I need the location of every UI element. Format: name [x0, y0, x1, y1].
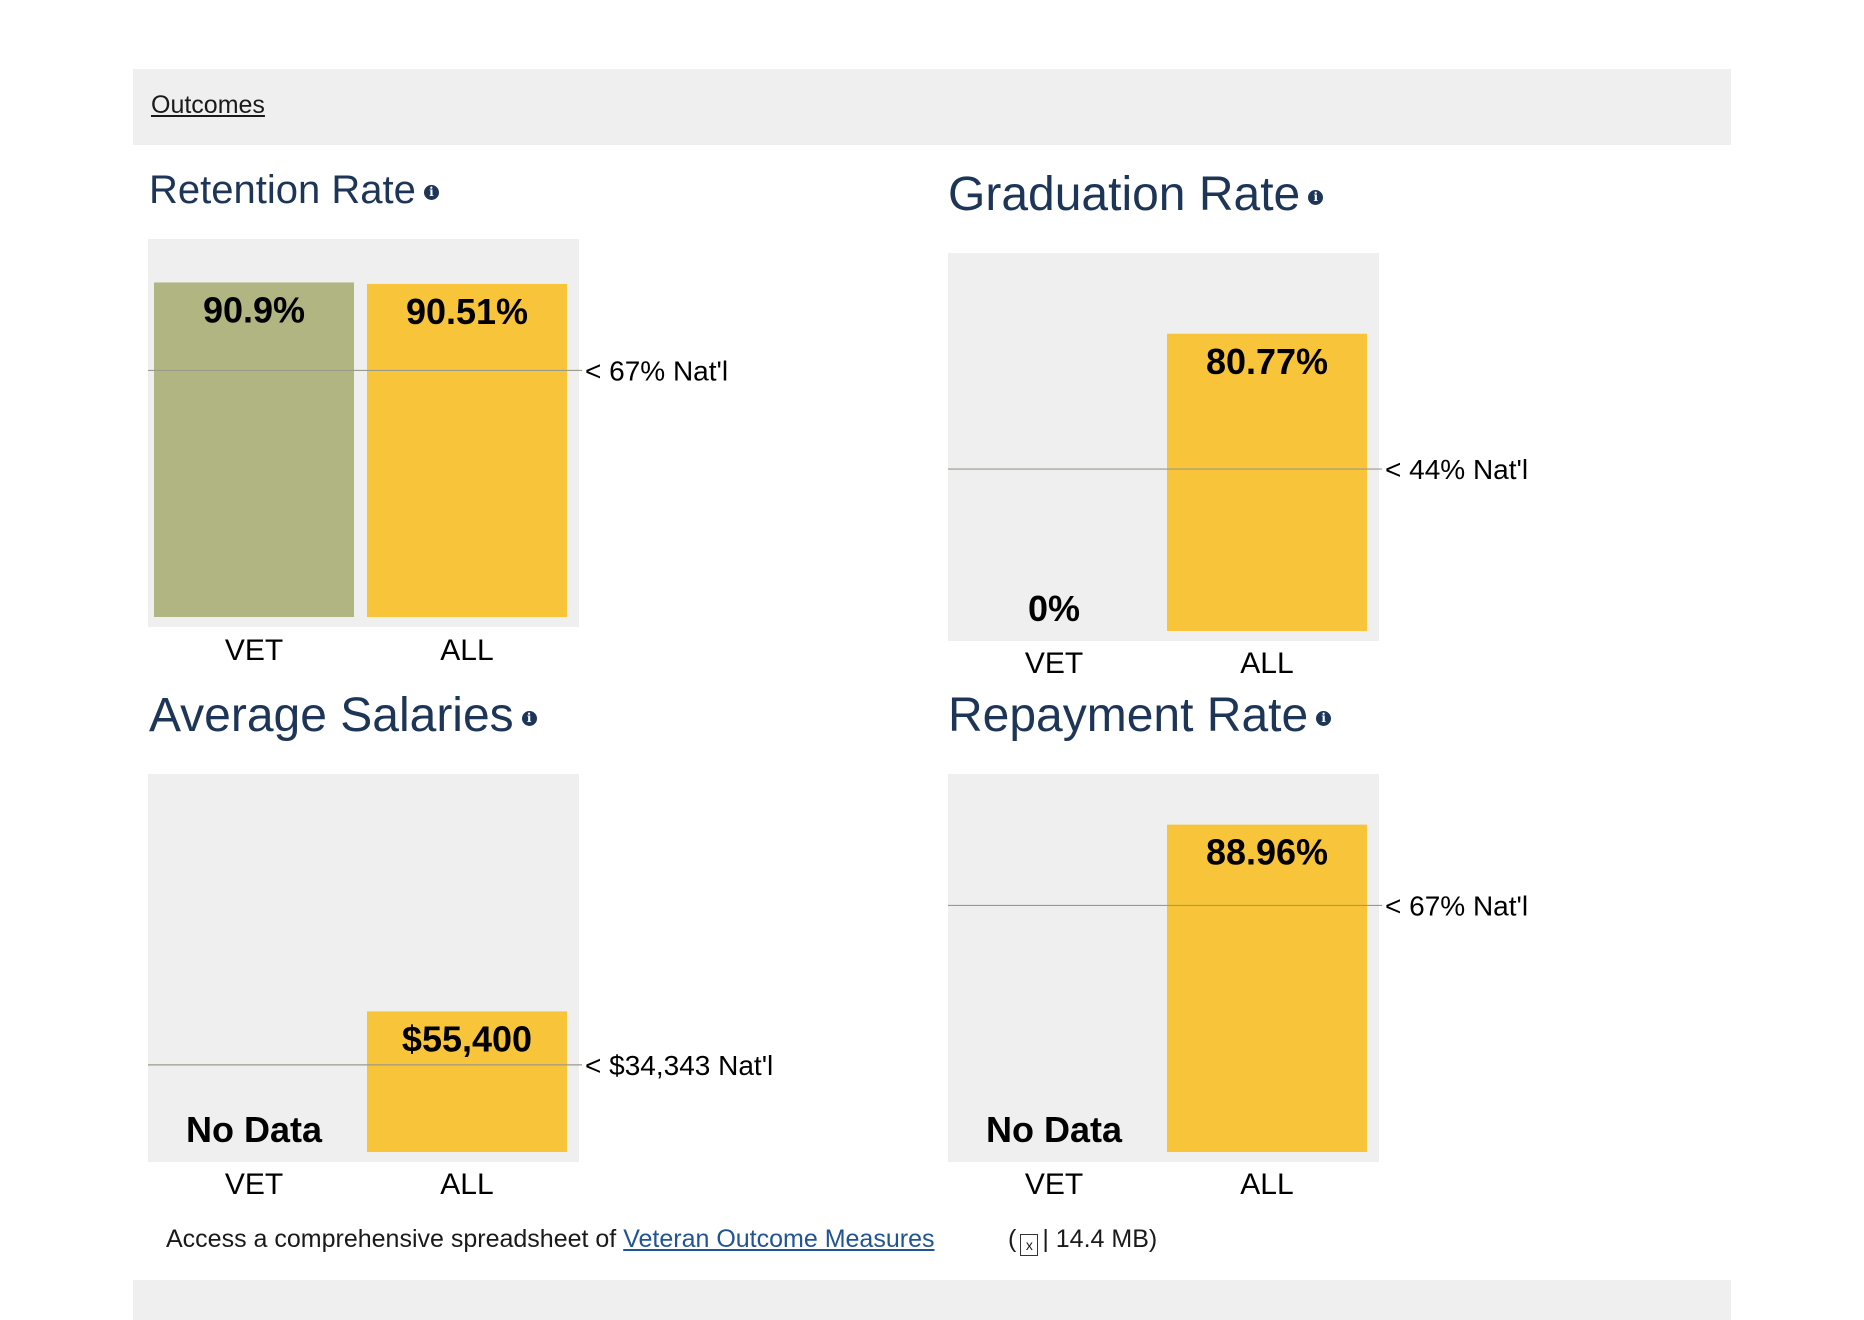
- data-label: 80.77%: [1206, 341, 1328, 382]
- outcomes-header: Outcomes: [133, 69, 1731, 145]
- data-label: 0%: [1028, 588, 1080, 629]
- chart-title-text: Average Salaries: [149, 689, 514, 742]
- data-label: 90.9%: [203, 289, 305, 330]
- x-tick-label: ALL: [440, 634, 494, 667]
- graduation-rate-chart: 0% 80.77% < 44% Nat'l: [948, 253, 1528, 641]
- spreadsheet-file-icon: x: [1020, 1234, 1039, 1256]
- file-size: | 14.4 MB): [1042, 1225, 1158, 1253]
- salaries-x-axis: VET ALL: [148, 1168, 579, 1208]
- x-tick-label: VET: [1024, 1168, 1084, 1201]
- veteran-outcome-measures-link[interactable]: Veteran Outcome Measures: [623, 1225, 935, 1253]
- open-paren: (: [1008, 1225, 1017, 1253]
- retention-rate-title: Retention Rate i: [149, 170, 439, 210]
- x-tick-label: ALL: [1240, 1168, 1294, 1201]
- national-average-label: < $34,343 Nat'l: [585, 1050, 773, 1081]
- x-tick-label: ALL: [440, 1168, 494, 1201]
- info-icon[interactable]: i: [423, 184, 439, 200]
- chart-svg: 90.9% 90.51% < 67% Nat'l: [148, 282, 728, 617]
- graduation-x-axis: VET ALL: [948, 647, 1379, 687]
- file-meta: (x | 14.4 MB): [1008, 1225, 1157, 1256]
- chart-svg: No Data 88.96% < 67% Nat'l: [948, 824, 1528, 1152]
- data-label: $55,400: [402, 1018, 532, 1059]
- chart-title-text: Repayment Rate: [948, 689, 1309, 742]
- retention-x-axis: VET ALL: [148, 634, 579, 674]
- next-section-header: [133, 1280, 1731, 1320]
- chart-title-text: Retention Rate: [149, 168, 416, 212]
- bar-all: [1167, 333, 1367, 631]
- data-label: No Data: [186, 1109, 323, 1150]
- bar-all: [367, 283, 567, 617]
- repayment-x-axis: VET ALL: [948, 1168, 1379, 1208]
- outcomes-link[interactable]: Outcomes: [151, 91, 265, 119]
- repayment-rate-title: Repayment Rate i: [948, 689, 1332, 742]
- average-salaries-title: Average Salaries i: [149, 692, 537, 740]
- footnote-text: Access a comprehensive spreadsheet of: [166, 1225, 617, 1253]
- info-icon[interactable]: i: [521, 710, 537, 726]
- chart-title-text: Graduation Rate: [948, 168, 1301, 221]
- national-average-label: < 44% Nat'l: [1385, 454, 1528, 485]
- bar-all: [367, 1011, 567, 1152]
- info-icon[interactable]: i: [1316, 710, 1332, 726]
- data-label: 90.51%: [406, 291, 528, 332]
- national-average-label: < 67% Nat'l: [585, 355, 728, 386]
- retention-rate-chart: 90.9% 90.51% < 67% Nat'l: [148, 239, 728, 627]
- bar-all: [1167, 824, 1367, 1152]
- data-label: 88.96%: [1206, 832, 1328, 873]
- data-label: No Data: [986, 1109, 1123, 1150]
- info-icon[interactable]: i: [1308, 189, 1324, 205]
- x-tick-label: ALL: [1240, 647, 1294, 680]
- bar-vet: [154, 282, 354, 617]
- repayment-rate-chart: No Data 88.96% < 67% Nat'l: [948, 774, 1528, 1162]
- spreadsheet-note: Access a comprehensive spreadsheet of Ve…: [166, 1225, 934, 1254]
- x-tick-label: VET: [1024, 647, 1084, 680]
- chart-svg: 0% 80.77% < 44% Nat'l: [948, 333, 1528, 631]
- average-salaries-chart: No Data $55,400 < $34,343 Nat'l: [148, 774, 773, 1162]
- x-tick-label: VET: [224, 1168, 284, 1201]
- x-tick-label: VET: [224, 634, 284, 667]
- graduation-rate-title: Graduation Rate i: [948, 168, 1324, 221]
- national-average-label: < 67% Nat'l: [1385, 890, 1528, 921]
- chart-svg: No Data $55,400 < $34,343 Nat'l: [148, 1011, 773, 1152]
